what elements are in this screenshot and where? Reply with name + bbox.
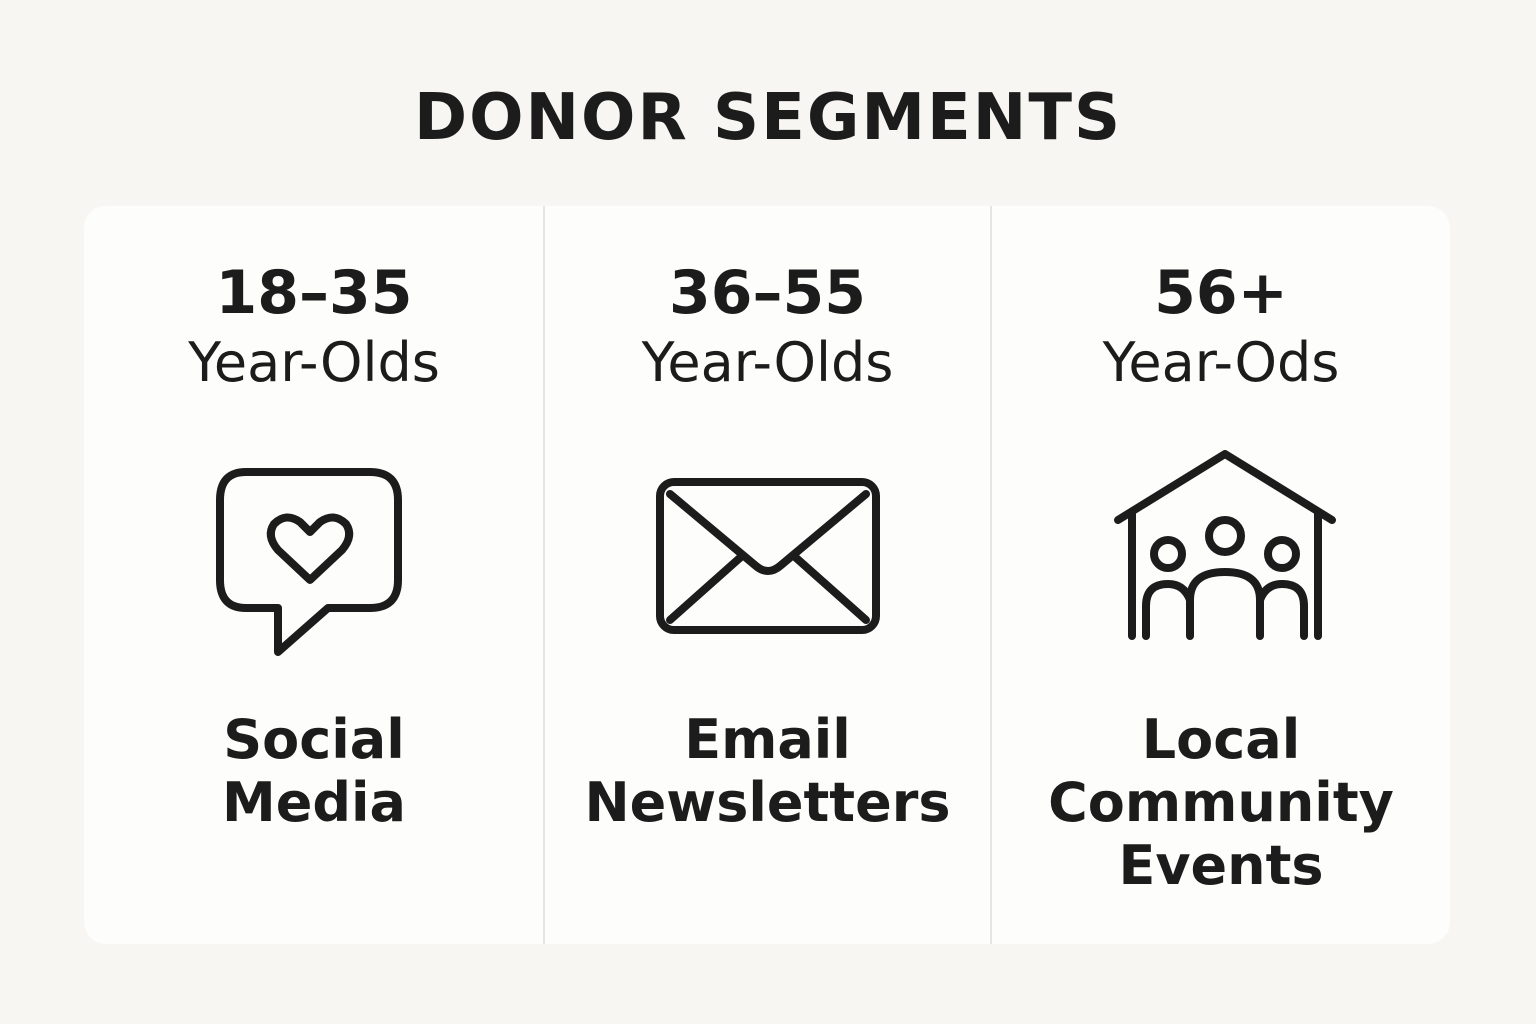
segment-age-label: Year-Olds [188,331,440,394]
envelope-icon [656,478,880,634]
column-divider [990,206,992,944]
segment-age-range: 56+ [1154,258,1288,328]
segment-age-range: 36–55 [669,258,866,328]
heart-chat-bubble-icon [216,468,402,660]
segment-age-range: 18–35 [215,258,413,328]
page-title: DONOR SEGMENTS [413,81,1123,155]
house-community-icon [1110,450,1340,642]
segments-card: 18–35 Year-Olds Social Media 36–55 Year-… [84,206,1450,944]
segment-channel: Email Newsletters [584,708,951,834]
segment-age-label: Year-Olds [641,331,894,394]
segment-column-middle: 36–55 Year-Olds Email Newsletters [545,206,990,944]
segment-age-label: Year-Ods [1102,331,1340,394]
column-divider [543,206,545,944]
segment-column-senior: 56+ Year-Ods Local Community Events [992,206,1450,944]
segment-column-young: 18–35 Year-Olds Social Media [84,206,544,944]
segment-channel: Social Media [222,708,406,834]
segment-channel: Local Community Events [1048,708,1394,897]
